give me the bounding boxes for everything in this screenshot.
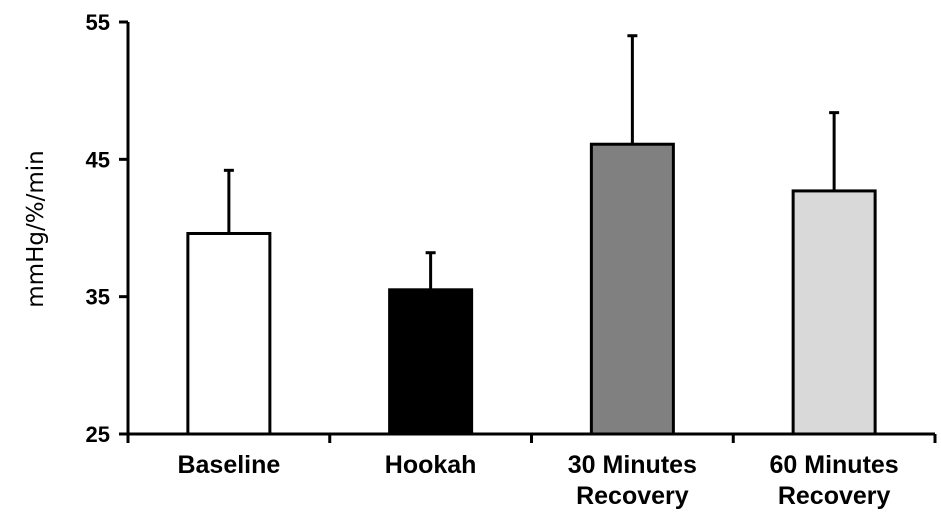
y-tick-label: 35 (86, 285, 110, 310)
x-ticks: Baseline Hookah 30 Minutes Recovery 60 Minut… (126, 434, 937, 510)
y-axis-title: mmHg/%/min (23, 150, 49, 307)
y-tick-label: 25 (86, 422, 110, 447)
x-category-label: Baseline (177, 451, 280, 479)
bars (186, 34, 877, 436)
bar (186, 231, 272, 436)
y-ticks: 25 35 45 55 (86, 10, 128, 447)
bar (791, 189, 877, 436)
y-tick-label: 45 (86, 147, 110, 172)
x-category-label: 60 Minutes Recovery (770, 451, 899, 510)
bar (589, 142, 675, 436)
x-category-label: Hookah (385, 451, 477, 479)
bar (388, 288, 474, 436)
y-tick-label: 55 (86, 10, 110, 35)
x-category-label: 30 Minutes Recovery (568, 451, 697, 510)
